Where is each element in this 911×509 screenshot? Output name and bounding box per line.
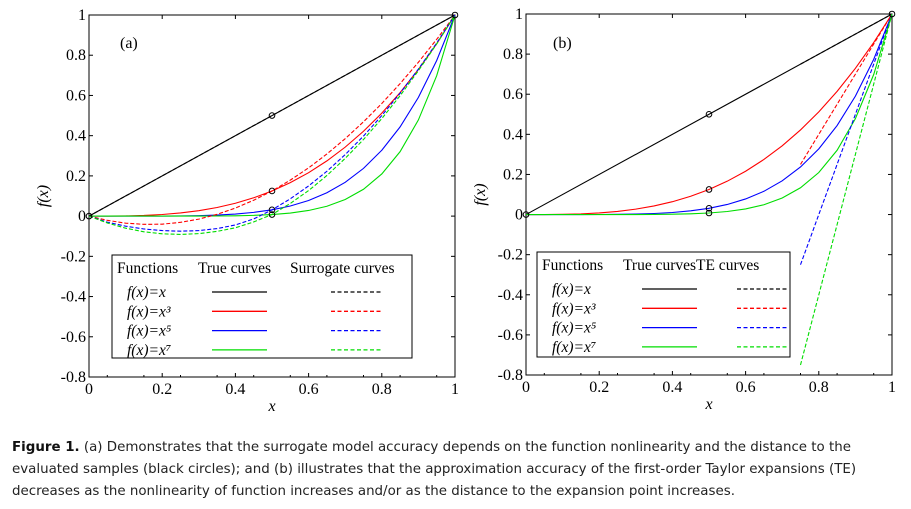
legend-entry-label: f(x)=x³: [552, 300, 596, 317]
sample-point-marker: [268, 112, 276, 119]
figure: 0 0.2 0.4 0.6 0.8 1 1 0.8 0.6 0.4 0.2 0 -0.2 -0.4 -0.6…: [35, 6, 896, 415]
series-line: [88, 14, 456, 235]
x-axis-label: x: [267, 398, 275, 415]
series-line: [800, 13, 893, 65]
legend: Functions True curves Surrogate curves f(x)…: [111, 254, 413, 359]
legend-entry-label: f(x)=x: [552, 281, 591, 298]
panel-label: (b): [553, 35, 572, 52]
x-tick-label: 1: [451, 381, 459, 398]
panel-a-chart: 0 0.2 0.4 0.6 0.8 1 1 0.8 0.6 0.4 0.2 0 -0.2 -0.4 -0.6…: [35, 7, 459, 415]
series-line: [88, 14, 456, 232]
y-tick-label: 0.8: [66, 47, 86, 64]
x-tick-label: 0.8: [372, 381, 392, 398]
y-tick-label: 1: [515, 6, 523, 23]
series-line: [799, 13, 893, 366]
legend-box: [111, 254, 413, 359]
panel-label: (a): [120, 35, 138, 52]
series-line: [800, 13, 893, 165]
figure-caption: Figure 1. (a) Demonstrates that the surr…: [12, 437, 902, 503]
y-tick-label: 0.6: [503, 86, 523, 103]
y-tick-label: -0.2: [498, 247, 523, 264]
legend-entry-label: f(x)=x⁵: [552, 320, 597, 337]
x-tick-label: 0.8: [809, 379, 829, 396]
caption-text: (a) Demonstrates that the surrogate mode…: [12, 440, 857, 499]
series-line: [88, 14, 456, 225]
legend-entry-label: f(x)=x³: [127, 303, 171, 320]
y-tick-label: 0: [515, 207, 523, 224]
series-line: [799, 13, 893, 265]
sample-point-marker: [705, 186, 713, 193]
y-tick-label: 0: [78, 208, 86, 225]
sample-point-marker: [705, 204, 713, 212]
legend-header: Functions: [542, 257, 603, 274]
legend-header: True curves: [198, 260, 271, 277]
legend-header: Surrogate curves: [290, 260, 395, 277]
caption-label: Figure 1.: [12, 440, 80, 455]
x-tick-label: 0.4: [225, 381, 245, 398]
sample-point-marker: [705, 209, 713, 217]
y-tick-label: -0.4: [498, 287, 523, 304]
legend: Functions True curves TE curves f(x)=x f(x)=…: [536, 251, 791, 358]
y-axis-label: f(x): [472, 183, 489, 205]
x-tick-label: 0.4: [662, 379, 682, 396]
y-tick-label: -0.4: [61, 289, 86, 306]
x-tick-label: 0.6: [736, 379, 756, 396]
x-tick-label: 0.2: [152, 381, 172, 398]
sample-point-marker: [451, 11, 459, 19]
y-tick-label: -0.8: [61, 369, 86, 386]
y-axis-label: f(x): [35, 185, 52, 207]
legend-entry-label: f(x)=x⁷: [552, 339, 596, 356]
y-tick-label: 1: [78, 7, 86, 24]
series-line: [88, 14, 456, 217]
legend-entry-label: f(x)=x: [127, 284, 166, 301]
sample-point-marker: [85, 212, 93, 220]
x-tick-label: 0.2: [589, 379, 609, 396]
y-tick-label: 0.2: [66, 168, 86, 185]
x-tick-label: 1: [888, 379, 896, 396]
y-tick-label: -0.8: [498, 367, 523, 384]
y-tick-label: 0.2: [503, 166, 523, 183]
y-tick-label: 0.4: [503, 126, 523, 143]
legend-header: Functions: [117, 260, 178, 277]
y-tick-label: -0.6: [61, 329, 86, 346]
axes-frame: [525, 13, 893, 376]
legend-box: [536, 251, 791, 358]
y-tick-label: 0.6: [66, 87, 86, 104]
legend-header: TE curves: [696, 257, 759, 274]
y-tick-label: 0.4: [66, 128, 86, 145]
y-tick-label: -0.6: [498, 327, 523, 344]
sample-point-marker: [522, 211, 530, 218]
x-tick-label: 0: [85, 381, 93, 398]
sample-point-marker: [268, 187, 276, 195]
series-line: [525, 13, 893, 216]
x-tick-label: 0.6: [299, 381, 319, 398]
legend-entry-label: f(x)=x⁵: [127, 323, 172, 340]
y-tick-label: 0.8: [503, 46, 523, 63]
x-tick-label: 0: [522, 379, 530, 396]
y-tick-label: -0.2: [61, 248, 86, 265]
sample-point-marker: [268, 206, 276, 214]
legend-entry-label: f(x)=x⁷: [127, 342, 171, 359]
axes-frame: [88, 14, 456, 378]
series-line: [525, 13, 893, 216]
sample-point-marker: [268, 211, 276, 218]
legend-header: True curves: [623, 257, 696, 274]
series-line: [526, 13, 893, 216]
sample-point-marker: [888, 10, 896, 18]
x-axis-label: x: [704, 396, 712, 413]
sample-point-marker: [705, 110, 713, 118]
panel-b-chart: 0 0.2 0.4 0.6 0.8 1 1 0.8 0.6 0.4 0.2 0 -0.2 -0.4 -0.6…: [472, 6, 896, 413]
